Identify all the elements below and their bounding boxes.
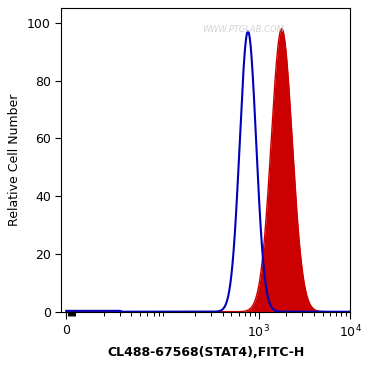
Text: WWW.PTGLAB.COM: WWW.PTGLAB.COM xyxy=(202,25,284,34)
Y-axis label: Relative Cell Number: Relative Cell Number xyxy=(9,94,21,226)
X-axis label: CL488-67568(STAT4),FITC-H: CL488-67568(STAT4),FITC-H xyxy=(107,346,304,359)
